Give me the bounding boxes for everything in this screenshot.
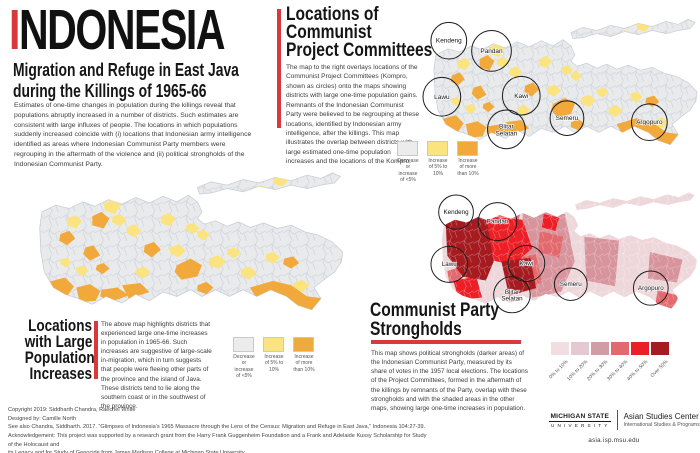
increases-paragraph: The above map highlights districts that … bbox=[101, 321, 212, 410]
title-rest: NDONESIA bbox=[18, 0, 226, 62]
population-legend-bottom: Decrease or increase of <5% Increase of … bbox=[233, 337, 323, 379]
legend-item: 0% to 10% bbox=[548, 342, 571, 380]
increases-heading-line4: Increases bbox=[29, 365, 92, 384]
footer-url: asia.isp.msu.edu bbox=[588, 437, 640, 444]
legend-swatch bbox=[651, 342, 669, 355]
asian-studies-center-block: Asian Studies Center International Studi… bbox=[624, 412, 700, 428]
legend-swatch bbox=[611, 342, 629, 355]
title-initial-red: I bbox=[9, 0, 20, 62]
legend-item: Increase of more than 10% bbox=[457, 141, 479, 183]
legend-label: Over 50% bbox=[649, 359, 670, 379]
increases-heading: Locations with Large Population Increase… bbox=[24, 317, 95, 384]
strongholds-heading-line2: Strongholds bbox=[370, 318, 462, 340]
committees-paragraph: The map to the right overlays locations … bbox=[286, 64, 420, 166]
footer-citation: See also Chandra, Siddharth. 2017. “Glim… bbox=[8, 424, 426, 431]
legend-item: 30% to 40% bbox=[606, 342, 631, 382]
committees-heading-line3: Project Committees bbox=[286, 40, 433, 62]
accent-rule-strongholds bbox=[371, 340, 521, 344]
strongholds-heading-line1: Communist Party bbox=[370, 300, 499, 321]
subtitle-line1: Migration and Refuge in East Java bbox=[13, 59, 239, 80]
footer-designer: Designed by: Camille North bbox=[8, 415, 77, 422]
msu-logo-block: MICHIGAN STATE UNIVERSITY Asian Studies … bbox=[549, 410, 700, 430]
legend-swatch bbox=[397, 141, 418, 156]
population-legend-top: Decrease or increase of <5% Increase of … bbox=[397, 141, 487, 183]
legend-item: 20% to 30% bbox=[586, 342, 611, 382]
subtitle-line2: during the Killings of 1965-66 bbox=[13, 79, 207, 101]
page-subtitle: Migration and Refuge in East Java during… bbox=[13, 59, 239, 101]
legend-swatch bbox=[233, 337, 254, 352]
logo-divider bbox=[616, 410, 618, 430]
legend-item: 40% to 50% bbox=[626, 342, 651, 382]
footer-acknowledgement-line2: its Legacy and for Study of Genocide fro… bbox=[8, 449, 428, 453]
legend-swatch bbox=[551, 342, 569, 355]
legend-item: 10% to 20% bbox=[566, 342, 591, 382]
vote-share-legend: 0% to 10% 10% to 20% 20% to 30% 30% to 4… bbox=[548, 342, 671, 382]
committees-heading-line1: Locations of bbox=[286, 4, 379, 25]
legend-item: Increase of 5% to 10% bbox=[263, 337, 285, 379]
committees-heading-line2: Communist bbox=[286, 22, 372, 44]
accent-bar-increases bbox=[94, 321, 98, 379]
legend-label: Increase of more than 10% bbox=[457, 158, 479, 177]
legend-swatch bbox=[591, 342, 609, 355]
strongholds-heading: Communist Party Strongholds bbox=[370, 300, 499, 340]
msu-wordmark-line1: MICHIGAN STATE bbox=[549, 412, 611, 422]
increases-heading-line3: Population bbox=[24, 349, 95, 368]
legend-swatch bbox=[427, 141, 448, 156]
strongholds-paragraph: This map shows political strongholds (da… bbox=[371, 350, 528, 412]
legend-swatch bbox=[571, 342, 589, 355]
intro-paragraph: Estimates of one-time changes in populat… bbox=[14, 102, 252, 168]
legend-label: Increase of 5% to 10% bbox=[264, 354, 284, 373]
increases-heading-line1: Locations bbox=[28, 317, 92, 335]
michigan-state-wordmark: MICHIGAN STATE UNIVERSITY bbox=[549, 413, 611, 428]
legend-item: Over 50% bbox=[649, 342, 671, 379]
legend-swatch bbox=[293, 337, 314, 352]
legend-label: Decrease or increase of <5% bbox=[397, 158, 419, 183]
legend-item: Decrease or increase of <5% bbox=[233, 337, 255, 379]
increases-heading-line2: with Large bbox=[24, 333, 93, 352]
legend-swatch bbox=[457, 141, 478, 156]
accent-bar-committees bbox=[277, 9, 281, 128]
asian-studies-center-name: Asian Studies Center bbox=[623, 412, 699, 421]
legend-label: Increase of more than 10% bbox=[293, 354, 315, 373]
footer-copyright: Copyright 2019: Siddharth Chandra, Raech… bbox=[8, 407, 136, 413]
international-studies-programs: International Studies & Programs bbox=[623, 422, 700, 428]
legend-label: Increase of 5% to 10% bbox=[428, 158, 448, 177]
eastjava-map-strongholds bbox=[430, 176, 700, 314]
legend-label: Decrease or increase of <5% bbox=[233, 354, 255, 379]
footer-acknowledgement-line1: Acknowledgement: This project was suppor… bbox=[8, 432, 427, 448]
committees-heading: Locations of Communist Project Committee… bbox=[286, 4, 433, 62]
footer-credits: Copyright 2019: Siddharth Chandra, Raech… bbox=[8, 406, 428, 453]
legend-item: Increase of 5% to 10% bbox=[427, 141, 449, 183]
eastjava-map-population bbox=[26, 154, 346, 332]
legend-swatch bbox=[631, 342, 649, 355]
legend-item: Decrease or increase of <5% bbox=[397, 141, 419, 183]
page-title: INDONESIA bbox=[9, 0, 226, 62]
legend-item: Increase of more than 10% bbox=[293, 337, 315, 379]
msu-wordmark-line2: UNIVERSITY bbox=[551, 422, 611, 428]
legend-swatch bbox=[263, 337, 284, 352]
